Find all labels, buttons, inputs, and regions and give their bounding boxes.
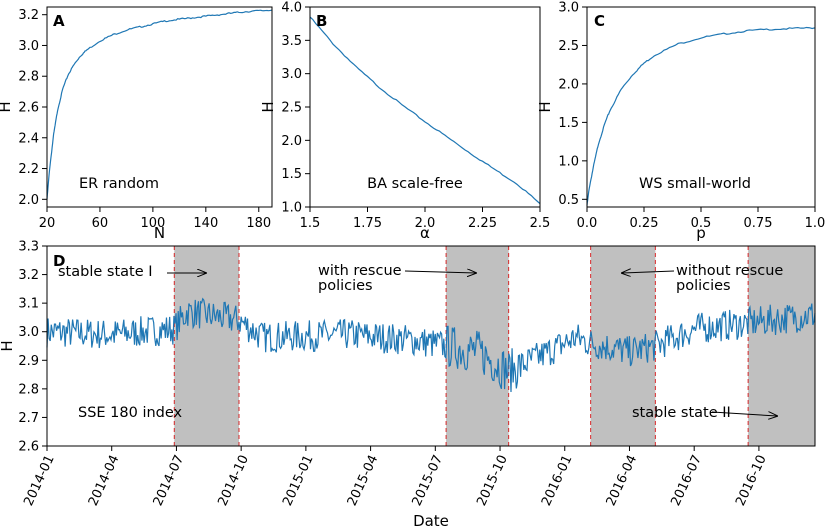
y-tick-label: 3.0 [18,325,39,340]
x-tick-label: 2015-01 [280,453,317,509]
x-tick-label: 2014-10 [215,453,252,509]
y-tick-label: 3.5 [281,34,302,49]
y-tick-label: 2.6 [18,440,39,455]
annotation-C: WS small-world [639,176,751,192]
y-tick-label: 1.5 [558,116,579,131]
x-tick-label: 1.75 [353,216,382,231]
x-axis-label-B: α [420,224,430,242]
y-tick-label: 2.4 [18,131,39,146]
x-tick-label: 60 [92,216,109,231]
y-tick-label: 2.8 [18,382,39,397]
y-tick-label: 3.0 [558,1,579,16]
series-line-C [586,26,816,206]
x-tick-label: 2014-01 [21,453,58,509]
axes-frame [46,6,273,208]
annotation-with-rescue: with rescue [318,263,402,279]
x-axis-label-C: p [696,224,706,242]
y-axis-label-C: H [536,101,554,112]
x-tick-label: 1.5 [300,216,321,231]
axes-frame [309,6,541,208]
annotation-with-rescue: policies [318,278,373,294]
x-tick-label: 180 [246,216,271,231]
x-tick-label: 2.25 [468,216,497,231]
y-axis-label-A: H [0,101,14,112]
panel-label-A: A [53,12,65,30]
y-tick-label: 3.0 [281,67,302,82]
x-tick-label: 140 [193,216,218,231]
x-tick-label: 2016-04 [604,453,641,509]
y-tick-label: 3.3 [18,240,39,255]
shaded-region [748,246,815,446]
y-tick-label: 2.0 [18,193,39,208]
y-tick-label: 2.5 [281,101,302,116]
y-tick-label: 1.5 [281,167,302,182]
series-line-D [46,297,816,393]
x-tick-label: 20 [39,216,56,231]
x-tick-label: 0.0 [577,216,598,231]
y-tick-label: 2.8 [18,70,39,85]
x-tick-label: 0.75 [744,216,773,231]
x-tick-label: 2015-10 [474,453,511,509]
series-line-B [309,16,541,205]
y-tick-label: 0.5 [558,193,579,208]
y-tick-label: 2.9 [18,354,39,369]
panel-label-C: C [594,12,605,30]
annotation-index: SSE 180 index [78,405,183,421]
y-tick-label: 2.7 [18,411,39,426]
x-tick-label: 2015-07 [410,453,447,509]
y-tick-label: 2.0 [281,134,302,149]
y-tick-label: 2.5 [558,39,579,54]
annotation-without-rescue: without rescue [676,263,783,279]
annotation-A: ER random [79,176,159,192]
axes-frame [46,245,816,447]
axes-frame [586,6,816,208]
x-tick-label: 2016-10 [733,453,770,509]
panel-label-D: D [53,252,65,270]
x-tick-label: 2.5 [530,216,551,231]
y-tick-label: 1.0 [281,201,302,216]
y-axis-label-D: H [0,340,16,351]
x-tick-label: 0.25 [630,216,659,231]
y-tick-label: 3.2 [18,268,39,283]
x-tick-label: 2.0 [415,216,436,231]
panel-label-B: B [316,12,327,30]
x-tick-label: 1.0 [805,216,826,231]
y-tick-label: 3.2 [18,8,39,23]
annotation-arrow [711,412,777,416]
series-line-A [46,9,273,200]
y-tick-label: 4.0 [281,1,302,16]
y-tick-label: 3.1 [18,297,39,312]
annotation-arrow [404,271,476,273]
annotation-without-rescue: policies [676,278,731,294]
x-tick-label: 2014-07 [151,453,188,509]
x-axis-label-A: N [154,224,165,242]
shaded-region [174,246,239,446]
x-tick-label: 2016-01 [539,453,576,509]
annotation-stable-state-2: stable state II [632,405,731,421]
y-tick-label: 1.0 [558,154,579,169]
y-tick-label: 2.0 [558,77,579,92]
x-tick-label: 100 [140,216,165,231]
annotation-arrow [622,271,675,273]
x-tick-label: 2016-07 [668,453,705,509]
x-tick-label: 2014-04 [86,453,123,509]
x-axis-label-D: Date [413,512,449,530]
y-tick-label: 3.0 [18,39,39,54]
annotation-B: BA scale-free [367,176,463,192]
annotation-stable-state-1: stable state I [58,264,153,280]
x-tick-label: 2015-04 [345,453,382,509]
y-axis-label-B: H [259,101,277,112]
y-tick-label: 2.2 [18,162,39,177]
y-tick-label: 2.6 [18,101,39,116]
shaded-region [446,246,509,446]
x-tick-label: 0.5 [691,216,712,231]
